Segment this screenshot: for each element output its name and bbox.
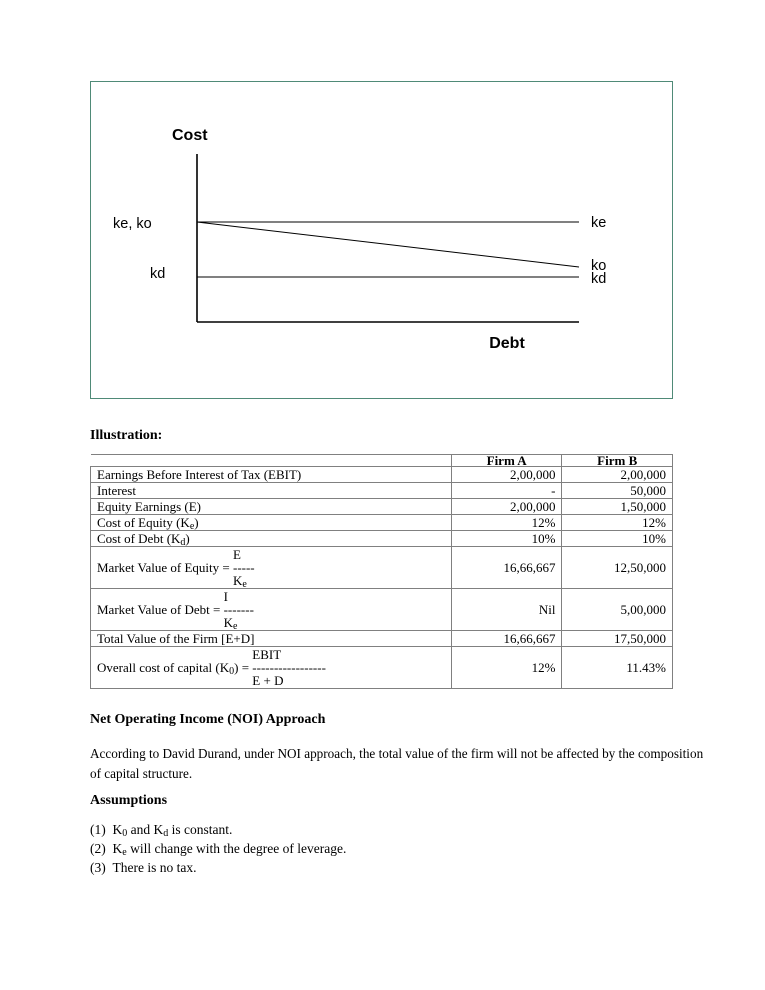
svg-text:kd: kd — [150, 266, 165, 282]
svg-text:kd: kd — [591, 271, 606, 287]
svg-text:Debt: Debt — [489, 335, 525, 352]
svg-text:Cost: Cost — [172, 127, 208, 144]
svg-text:ke, ko: ke, ko — [113, 216, 152, 232]
svg-text:ke: ke — [591, 215, 606, 231]
